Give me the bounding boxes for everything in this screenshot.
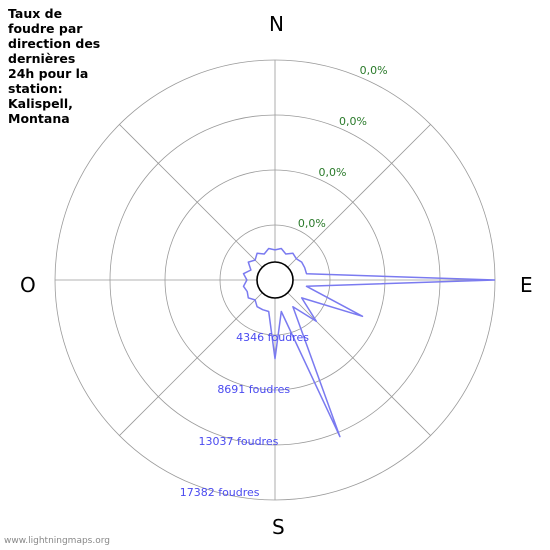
pct-label-1: 0,0%: [298, 217, 326, 230]
foudre-label-2: 8691 foudres: [217, 383, 290, 396]
cardinal-e: E: [520, 273, 533, 297]
foudre-label-3: 13037 foudres: [199, 435, 279, 448]
cardinal-w: O: [20, 273, 36, 297]
cardinal-n: N: [269, 12, 284, 36]
pct-label-2: 0,0%: [318, 166, 346, 179]
chart-title: Taux de foudre par direction des dernièr…: [8, 6, 103, 126]
cardinal-s: S: [272, 515, 285, 539]
credit-text: www.lightningmaps.org: [4, 536, 110, 546]
foudre-label-4: 17382 foudres: [180, 486, 260, 499]
pct-label-4: 0,0%: [360, 64, 388, 77]
foudre-label-1: 4346 foudres: [236, 331, 309, 344]
pct-label-3: 0,0%: [339, 115, 367, 128]
